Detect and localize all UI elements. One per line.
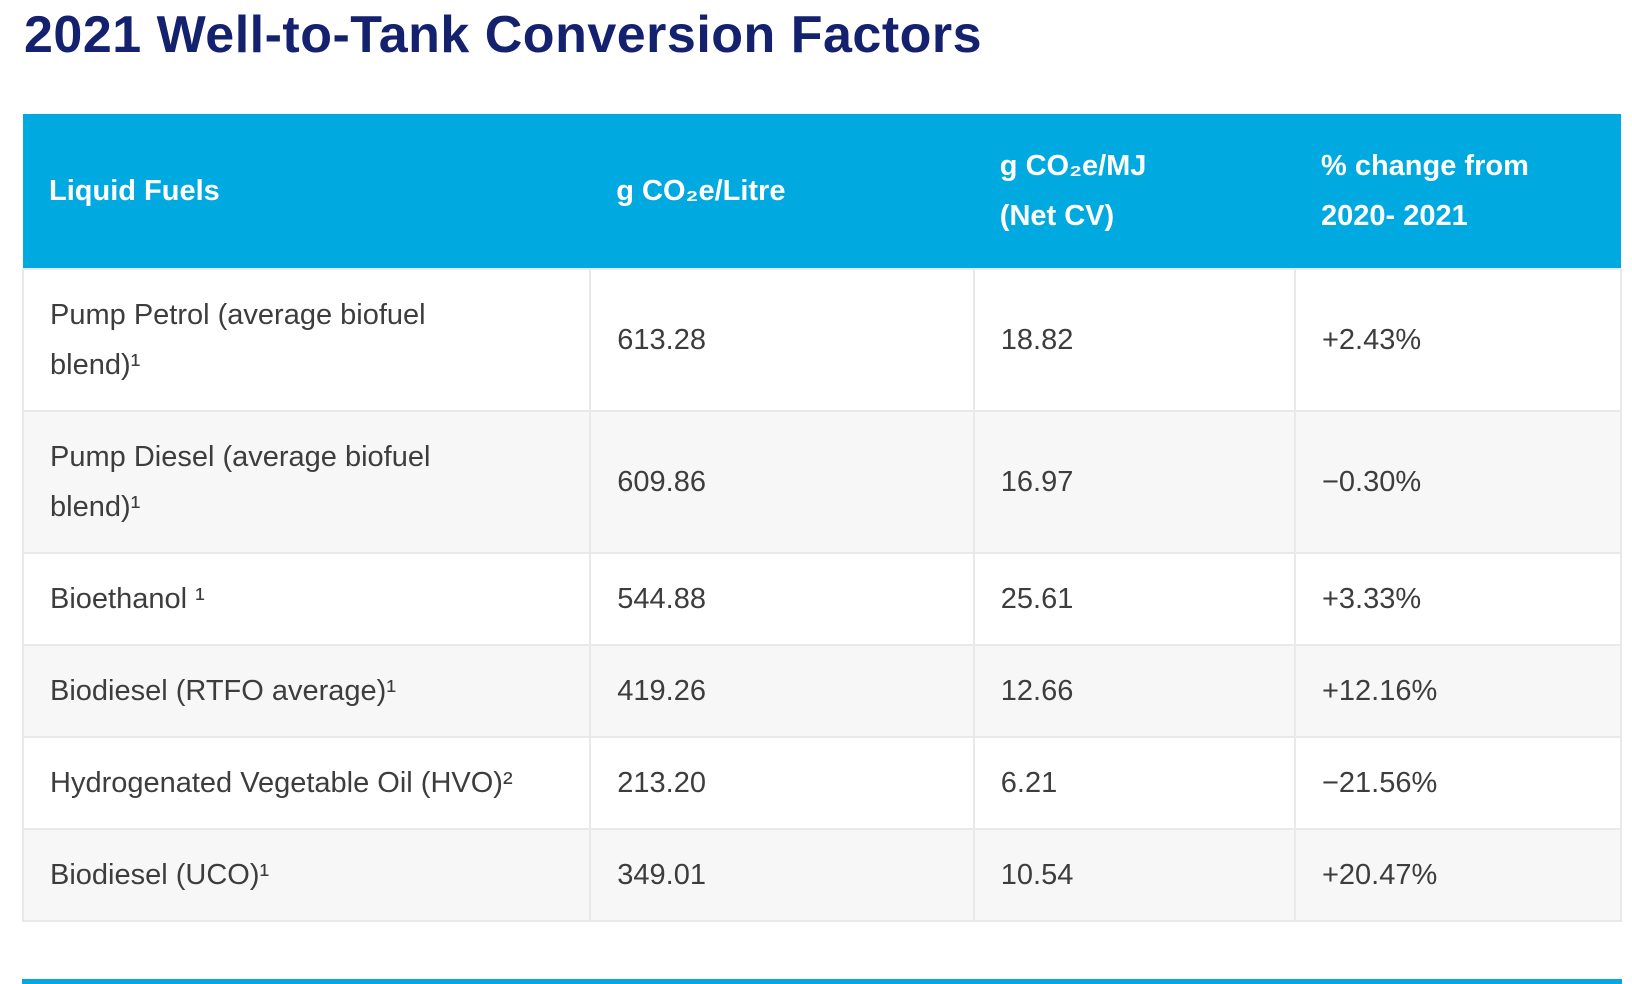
column-header-liquid-fuels: Liquid Fuels — [23, 114, 591, 269]
gco2e-mj-cell: 25.61 — [972, 552, 1296, 646]
gco2e-litre-cell: 613.28 — [589, 268, 975, 412]
gco2e-litre-cell: 349.01 — [589, 828, 975, 922]
table-row: Bioethanol ¹ 544.88 25.61 +3.33% — [21, 552, 1623, 646]
gco2e-litre-cell: 419.26 — [589, 644, 975, 738]
table-row: Biodiesel (RTFO average)¹ 419.26 12.66 +… — [21, 644, 1623, 738]
fuel-name-cell: Bioethanol ¹ — [21, 552, 592, 646]
pct-change-cell: −0.30% — [1293, 410, 1623, 554]
pct-change-cell: +12.16% — [1293, 644, 1623, 738]
pct-change-cell: −21.56% — [1293, 736, 1623, 830]
gco2e-mj-cell: 6.21 — [972, 736, 1296, 830]
gco2e-mj-cell: 18.82 — [972, 268, 1296, 412]
column-header-gco2e-litre: g CO₂e/Litre — [590, 114, 974, 269]
gco2e-litre-cell: 213.20 — [589, 736, 975, 830]
gco2e-mj-cell: 16.97 — [972, 410, 1296, 554]
next-table-header-strip — [22, 979, 1622, 984]
pct-change-cell: +2.43% — [1293, 268, 1623, 412]
gco2e-litre-cell: 609.86 — [589, 410, 975, 554]
pct-change-cell: +3.33% — [1293, 552, 1623, 646]
column-header-gco2e-mj: g CO₂e/MJ (Net CV) — [973, 114, 1295, 269]
table-row: Pump Petrol (average biofuel blend)¹ 613… — [21, 268, 1623, 412]
column-header-pct-change: % change from 2020- 2021 — [1294, 114, 1621, 269]
fuel-name-cell: Pump Diesel (average biofuel blend)¹ — [21, 410, 592, 554]
fuel-name-cell: Pump Petrol (average biofuel blend)¹ — [21, 268, 592, 412]
gco2e-litre-cell: 544.88 — [589, 552, 975, 646]
fuel-name-cell: Biodiesel (UCO)¹ — [21, 828, 592, 922]
table-header-row: Liquid Fuels g CO₂e/Litre g CO₂e/MJ (Net… — [23, 114, 1621, 269]
gco2e-mj-cell: 10.54 — [972, 828, 1296, 922]
gco2e-mj-cell: 12.66 — [972, 644, 1296, 738]
table-row: Biodiesel (UCO)¹ 349.01 10.54 +20.47% — [21, 828, 1623, 922]
fuel-name-cell: Biodiesel (RTFO average)¹ — [21, 644, 592, 738]
page-title: 2021 Well-to-Tank Conversion Factors — [24, 6, 983, 64]
table-row: Pump Diesel (average biofuel blend)¹ 609… — [21, 410, 1623, 554]
table-row: Hydrogenated Vegetable Oil (HVO)² 213.20… — [21, 736, 1623, 830]
pct-change-cell: +20.47% — [1293, 828, 1623, 922]
fuel-name-cell: Hydrogenated Vegetable Oil (HVO)² — [21, 736, 592, 830]
conversion-factors-table: Liquid Fuels g CO₂e/Litre g CO₂e/MJ (Net… — [21, 114, 1623, 922]
